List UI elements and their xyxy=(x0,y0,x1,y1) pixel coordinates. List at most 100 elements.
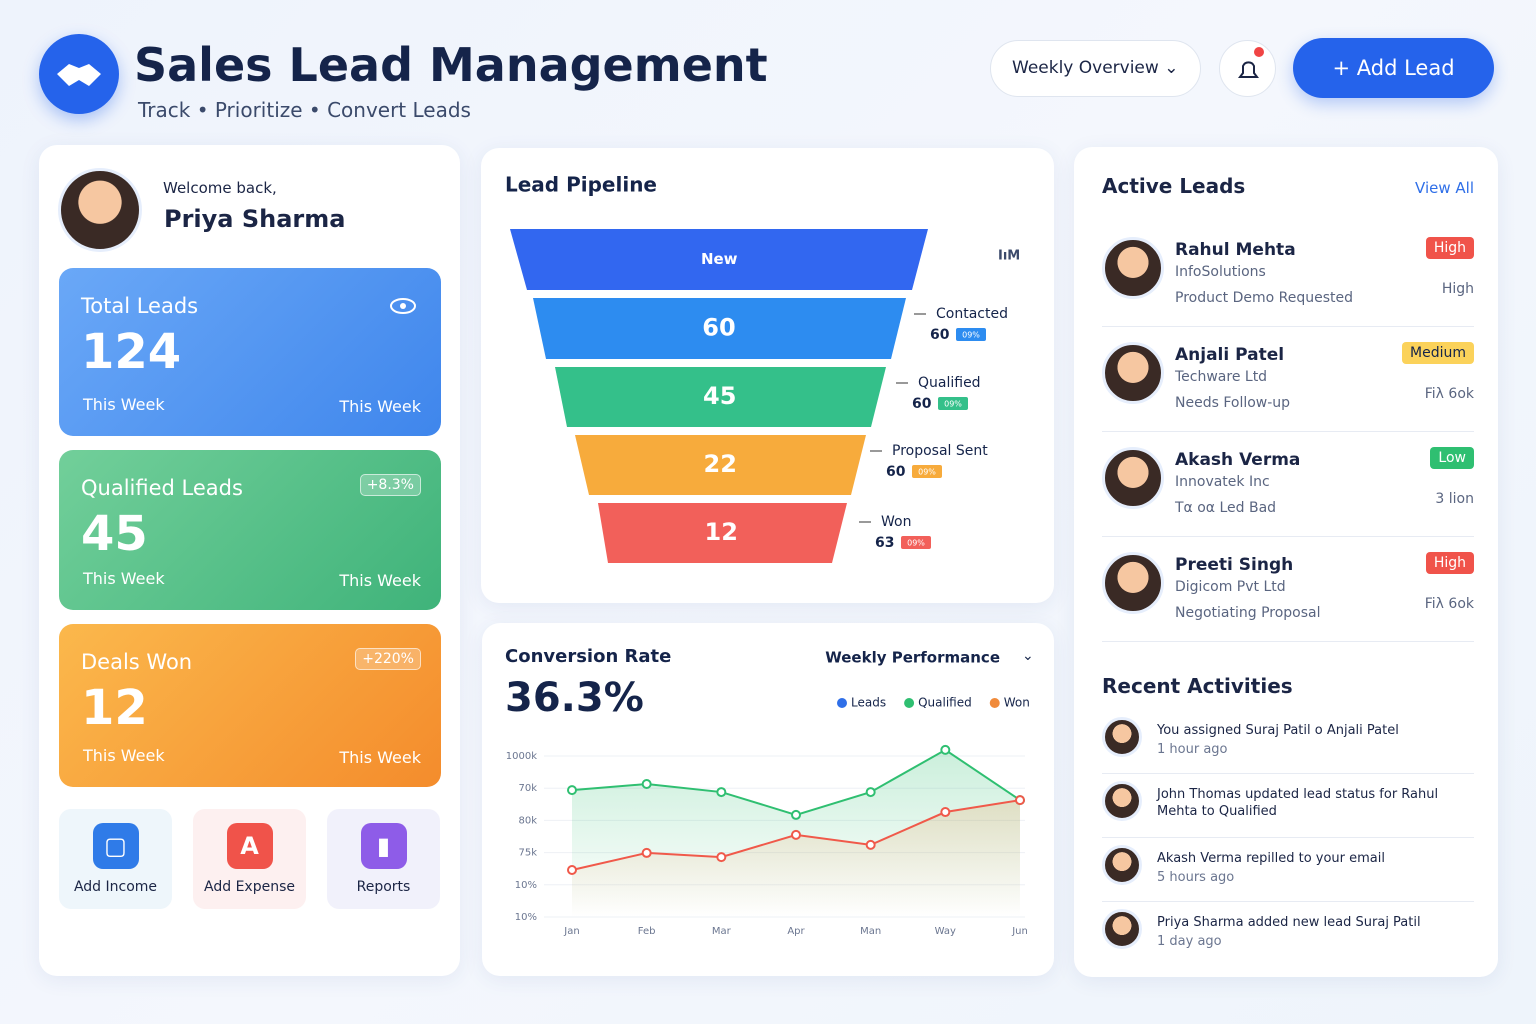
x-tick-label: Mar xyxy=(712,926,732,937)
legend-swatch xyxy=(904,698,915,708)
stat-value: 124 xyxy=(81,324,182,380)
lead-row: Preeti Singh Digicom Pvt Ltd Negotiating P… xyxy=(1102,538,1474,642)
action-add-income[interactable]: ▢ Add Income xyxy=(59,809,172,909)
activity-time: 5 hours ago xyxy=(1157,870,1235,885)
lead-side: Fiλ 6ok xyxy=(1424,596,1474,612)
user-name: Priya Sharma xyxy=(164,205,346,233)
point xyxy=(865,787,876,798)
x-tick-label: Apr xyxy=(787,926,805,937)
lead-company: Techware Ltd xyxy=(1175,369,1268,385)
activity-time: 1 day ago xyxy=(1157,934,1222,949)
side-badge-bg xyxy=(956,328,986,341)
x-tick-label: Jun xyxy=(1011,926,1028,937)
logo-icon xyxy=(57,64,101,86)
greeting: Welcome back, xyxy=(163,179,277,197)
stat-label: Deals Won xyxy=(81,650,193,674)
action-label: Add Expense xyxy=(204,879,295,895)
period-dropdown[interactable]: Weekly Overview ⌄ xyxy=(990,40,1201,97)
activity-row: Akash Verma repilled to your email 5 hour… xyxy=(1102,842,1474,902)
x-tick-label: Man xyxy=(860,926,881,937)
headline: 36.3% xyxy=(505,675,644,721)
funnel-stage xyxy=(510,229,928,290)
side-badge-bg xyxy=(938,397,968,410)
priority-badge: Medium xyxy=(1402,342,1474,364)
stat-period: This Week xyxy=(83,569,165,588)
stat-period: This Week xyxy=(83,395,165,414)
bell xyxy=(1238,47,1264,78)
funnel-stage xyxy=(555,367,886,427)
lead-row: Rahul Mehta InfoSolutions Product Demo Req… xyxy=(1102,223,1474,327)
stat-badge: +8.3% xyxy=(359,474,421,496)
title: Sales Lead Management xyxy=(134,38,768,92)
lead-name: Akash Verma xyxy=(1175,450,1301,470)
stat-label: Total Leads xyxy=(81,294,199,318)
point xyxy=(716,787,727,798)
y-tick-label: 75k xyxy=(518,848,537,859)
point xyxy=(940,807,951,818)
stat-card: Deals Won 12 +220% This Week This Week xyxy=(59,624,441,787)
lead-side: Fiλ 6ok xyxy=(1424,386,1474,402)
lead-note: Product Demo Requested xyxy=(1175,290,1354,306)
line-chart: Conversion Rate 36.3% Weekly Performance… xyxy=(505,646,1034,937)
view-all[interactable]: View All xyxy=(1415,179,1474,197)
side-badge-bg xyxy=(901,536,931,549)
x-tick-label: Feb xyxy=(638,926,656,937)
side-badge: 09% xyxy=(918,468,936,477)
stage-label: New xyxy=(701,250,738,268)
notifications[interactable] xyxy=(1219,40,1276,97)
side-name: Contacted xyxy=(936,306,1008,322)
avatar xyxy=(1102,342,1164,404)
activity-text: Akash Verma repilled to your email xyxy=(1157,851,1385,866)
avatar xyxy=(1102,845,1142,885)
eye-icon xyxy=(390,298,416,314)
y-tick-label: 70k xyxy=(518,783,537,794)
side-name: Qualified xyxy=(918,375,981,391)
stat-period: This Week xyxy=(339,571,421,590)
action-add-expense[interactable]: A Add Expense xyxy=(193,809,306,909)
legend-label: Qualified xyxy=(918,696,972,710)
lead-company: Digicom Pvt Ltd xyxy=(1175,579,1286,595)
legend-label: Won xyxy=(1004,696,1030,710)
lead-note: Tα oα Led Bad xyxy=(1175,500,1277,516)
stat-card: Total Leads 124 This Week This Week xyxy=(59,268,441,436)
stat-label: Qualified Leads xyxy=(81,476,243,500)
action-icon: A xyxy=(226,823,273,869)
side-value: 60 xyxy=(886,464,906,480)
chart-dropdown[interactable]: Weekly Performance xyxy=(825,649,1000,667)
y-tick-label: 1000k xyxy=(506,751,537,762)
logo xyxy=(39,34,119,114)
side-badge: 09% xyxy=(907,539,925,548)
lead-side: 3 lion xyxy=(1435,491,1474,507)
point xyxy=(791,809,801,820)
side-badge-bg xyxy=(912,465,942,478)
point xyxy=(567,785,577,796)
y-tick-label: 10% xyxy=(515,912,537,923)
leads-title: Active Leads xyxy=(1102,174,1246,198)
period-label: Weekly Overview xyxy=(1012,58,1159,78)
legend-swatch xyxy=(989,698,1000,708)
avatar xyxy=(1102,717,1142,757)
x-tick-label: Way xyxy=(935,926,956,937)
left-panel: Welcome back, Priya Sharma Total Leads 1… xyxy=(39,145,460,976)
add-lead-button[interactable]: + Add Lead xyxy=(1293,38,1494,98)
stat-period: This Week xyxy=(339,397,421,416)
legend-swatch xyxy=(837,698,847,708)
action-reports[interactable]: ▮ Reports xyxy=(327,809,440,909)
activity-row: You assigned Suraj Patil o Anjali Patel 1… xyxy=(1102,714,1474,774)
lead-note: Needs Follow-up xyxy=(1175,395,1291,411)
activity-row: Priya Sharma added new lead Suraj Patil 1… xyxy=(1102,906,1474,966)
activity-text: John Thomas updated lead status for Rahu… xyxy=(1157,787,1439,819)
pipeline-card: Lead Pipeline IıM New 60 45 22 12 Contacted 60… xyxy=(481,148,1054,603)
lead-note: Negotiating Proposal xyxy=(1175,605,1321,621)
point xyxy=(940,744,951,755)
point xyxy=(1015,795,1025,806)
stat-period: This Week xyxy=(339,748,421,767)
side-badge: 09% xyxy=(944,400,962,409)
action-icon: ▮ xyxy=(360,823,407,869)
subtitle: Track • Prioritize • Convert Leads xyxy=(138,98,471,122)
stage-label: 45 xyxy=(703,382,736,410)
point xyxy=(791,829,801,840)
point xyxy=(641,847,652,858)
point xyxy=(865,839,876,850)
